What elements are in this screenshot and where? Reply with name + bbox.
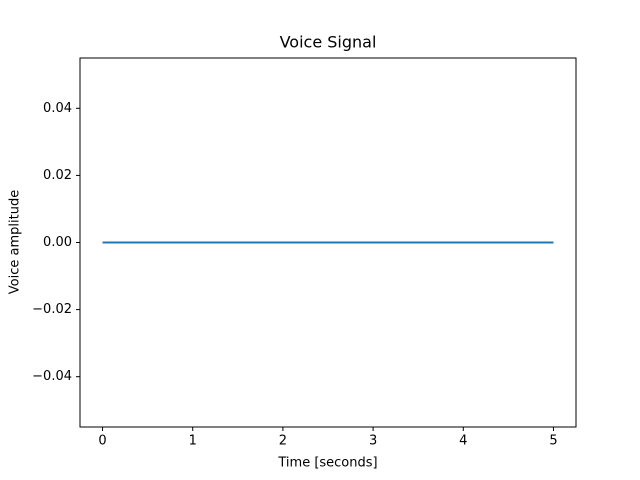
plot-frame [79, 57, 577, 428]
y-axis-label: Voice amplitude [8, 190, 23, 294]
x-tick-label: 4 [459, 434, 467, 449]
y-tick-label: 0.02 [43, 168, 72, 183]
x-tick-label: 5 [549, 434, 557, 449]
chart-title: Voice Signal [280, 33, 377, 52]
x-tick-label: 0 [98, 434, 106, 449]
x-tick-label: 1 [189, 434, 197, 449]
y-tick-label: −0.02 [32, 302, 72, 317]
y-tick-label: 0.04 [43, 101, 72, 116]
y-tick-label: 0.00 [43, 235, 72, 250]
x-tick-label: 2 [279, 434, 287, 449]
x-tick-label: 3 [369, 434, 377, 449]
x-axis-label: Time [seconds] [277, 456, 377, 471]
y-tick-label: −0.04 [32, 369, 72, 384]
